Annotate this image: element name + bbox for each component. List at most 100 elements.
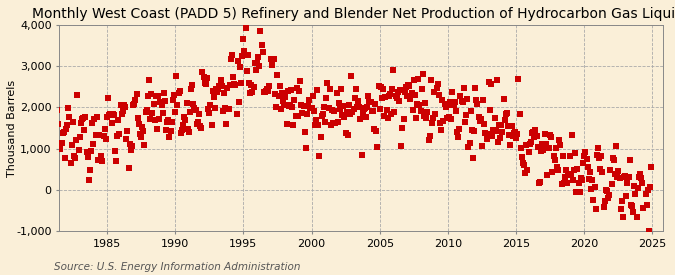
Point	[101, 115, 112, 119]
Point	[429, 90, 439, 94]
Point	[461, 112, 472, 117]
Point	[373, 84, 384, 89]
Point	[156, 103, 167, 107]
Point	[205, 103, 216, 107]
Point	[626, 203, 637, 207]
Point	[134, 122, 144, 126]
Point	[362, 104, 373, 109]
Point	[279, 102, 290, 107]
Point	[524, 142, 535, 146]
Point	[230, 82, 241, 87]
Point	[512, 131, 522, 136]
Point	[86, 148, 97, 153]
Point	[598, 205, 609, 210]
Point	[272, 73, 283, 78]
Point	[196, 126, 207, 130]
Point	[536, 148, 547, 153]
Text: Source: U.S. Energy Information Administration: Source: U.S. Energy Information Administ…	[54, 262, 300, 272]
Point	[55, 147, 65, 152]
Point	[400, 85, 411, 89]
Point	[587, 178, 597, 182]
Point	[84, 168, 95, 173]
Point	[623, 175, 634, 179]
Point	[545, 133, 556, 137]
Point	[199, 81, 210, 86]
Point	[537, 142, 547, 147]
Point	[433, 92, 444, 97]
Point	[261, 89, 271, 93]
Point	[535, 180, 545, 184]
Point	[475, 119, 485, 123]
Point	[80, 114, 91, 119]
Point	[533, 181, 544, 185]
Point	[130, 98, 141, 102]
Point	[529, 135, 540, 139]
Point	[225, 57, 236, 62]
Point	[394, 99, 404, 103]
Point	[131, 92, 142, 96]
Point	[170, 109, 181, 114]
Point	[177, 128, 188, 133]
Point	[365, 99, 376, 104]
Point	[574, 189, 585, 194]
Point	[56, 141, 67, 145]
Point	[479, 122, 489, 127]
Point	[573, 181, 584, 185]
Point	[556, 182, 567, 186]
Point	[273, 94, 284, 98]
Point	[500, 112, 511, 117]
Point	[244, 81, 254, 85]
Point	[155, 99, 166, 104]
Point	[493, 140, 504, 145]
Point	[207, 89, 218, 93]
Point	[564, 154, 575, 158]
Point	[622, 181, 633, 185]
Point	[189, 106, 200, 111]
Point	[441, 116, 452, 120]
Point	[184, 130, 194, 134]
Point	[360, 115, 371, 119]
Point	[262, 86, 273, 91]
Point	[310, 123, 321, 127]
Point	[163, 118, 173, 122]
Point	[601, 188, 612, 192]
Point	[265, 57, 276, 61]
Point	[191, 122, 202, 127]
Point	[378, 87, 389, 91]
Point	[213, 87, 223, 91]
Point	[117, 109, 128, 114]
Point	[200, 82, 211, 86]
Point	[392, 95, 402, 100]
Point	[555, 142, 566, 147]
Point	[468, 156, 479, 160]
Point	[565, 172, 576, 176]
Point	[306, 106, 317, 110]
Point	[371, 129, 382, 133]
Point	[558, 180, 569, 185]
Point	[646, 164, 657, 169]
Point	[404, 84, 414, 88]
Point	[59, 156, 70, 160]
Point	[358, 107, 369, 112]
Point	[255, 29, 266, 33]
Point	[229, 81, 240, 86]
Point	[140, 109, 151, 114]
Point	[154, 117, 165, 122]
Point	[435, 128, 446, 133]
Point	[78, 116, 88, 120]
Point	[496, 123, 507, 127]
Point	[593, 156, 604, 160]
Point	[236, 81, 246, 85]
Point	[105, 112, 116, 117]
Point	[539, 132, 550, 136]
Point	[74, 135, 85, 139]
Point	[522, 168, 533, 173]
Point	[416, 87, 427, 91]
Point	[478, 98, 489, 102]
Point	[503, 123, 514, 128]
Point	[380, 94, 391, 99]
Point	[412, 102, 423, 106]
Point	[593, 145, 603, 150]
Point	[246, 83, 256, 87]
Point	[431, 86, 442, 90]
